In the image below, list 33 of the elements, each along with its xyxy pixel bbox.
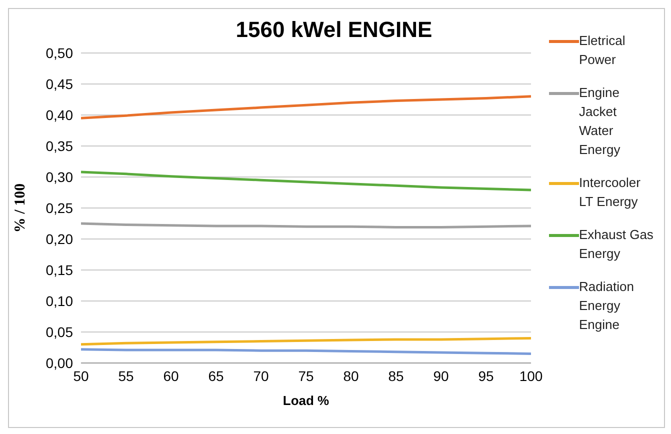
- chart-title: 1560 kWel ENGINE: [234, 17, 434, 43]
- x-axis-title: Load %: [282, 393, 330, 408]
- x-tick-label: 60: [163, 368, 179, 384]
- line-series: [81, 336, 531, 346]
- legend-label: Engine Jacket Water Energy: [579, 84, 622, 159]
- legend-label: Radiation Energy Engine: [579, 278, 635, 334]
- x-tick-label: 100: [519, 368, 543, 384]
- line-series: [81, 170, 531, 192]
- x-tick-label: 80: [343, 368, 359, 384]
- y-axis-title: % / 100: [12, 183, 28, 233]
- x-tick-label: 85: [388, 368, 404, 384]
- y-tick-label: 0,45: [46, 76, 74, 92]
- y-tick-label: 0,10: [46, 292, 74, 309]
- legend-label: Intercooler LT Energy: [579, 174, 642, 211]
- y-tick-label: 0,40: [46, 106, 74, 123]
- x-tick-label: 70: [253, 368, 269, 384]
- y-tick-label: 0,00: [46, 354, 74, 371]
- x-tick-label: 75: [298, 368, 314, 384]
- y-tick-label: 0,35: [46, 138, 74, 154]
- y-tick-label: 0,25: [46, 200, 74, 216]
- legend-label: Exhaust Gas Energy: [579, 226, 654, 263]
- x-tick-label: 55: [118, 368, 134, 384]
- legend-label: Eletrical Power: [579, 32, 626, 69]
- y-tick-label: 0,15: [46, 262, 74, 278]
- y-tick-label: 0,05: [46, 324, 74, 340]
- x-tick-label: 50: [73, 368, 89, 384]
- x-tick-label: 95: [478, 368, 494, 384]
- y-tick-label: 0,50: [46, 44, 74, 61]
- y-tick-label: 0,30: [46, 168, 74, 185]
- x-tick-label: 65: [208, 368, 224, 384]
- line-series: [81, 95, 531, 120]
- y-tick-label: 0,20: [46, 230, 74, 247]
- x-tick-label: 90: [433, 368, 449, 384]
